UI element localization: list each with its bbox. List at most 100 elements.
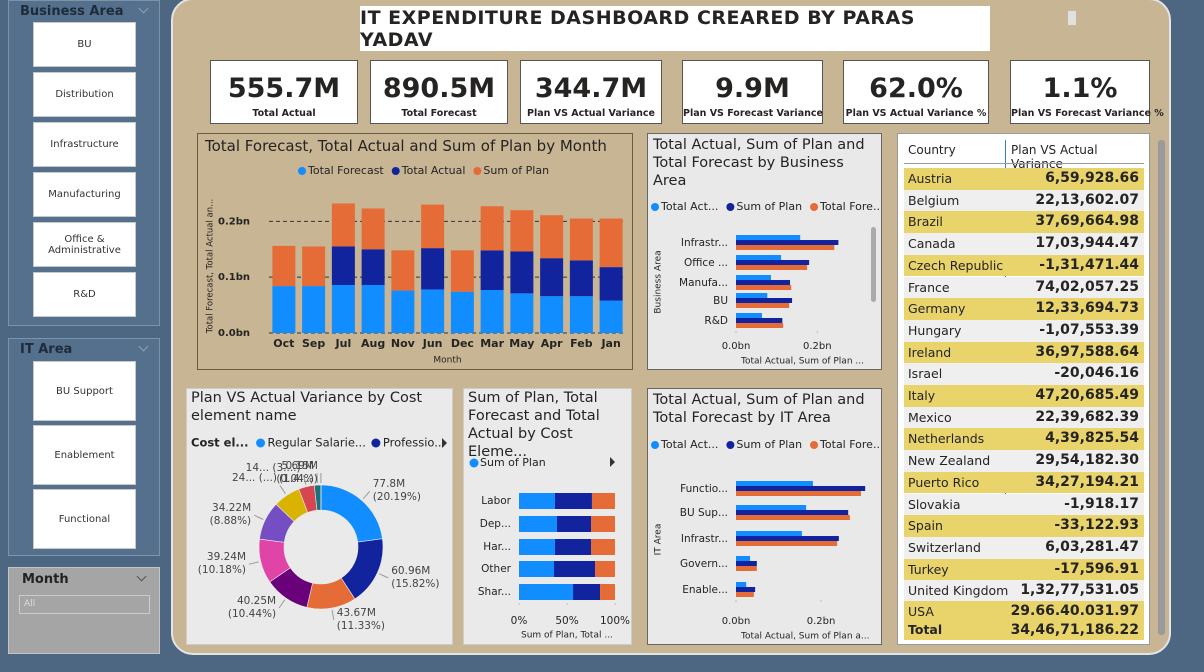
table-row: Belgium 22,13,602.07	[904, 189, 1144, 212]
slicer-item[interactable]: Infrastructure	[33, 122, 136, 167]
title-box: IT EXPENDITURE DASHBOARD CREARED BY PARA…	[360, 6, 990, 51]
x-tick-label: 0.2bn	[807, 616, 836, 627]
slicer-item[interactable]: R&D	[33, 272, 136, 317]
bar	[736, 318, 783, 323]
table-row: New Zealand 29,54,182.30	[904, 450, 1144, 472]
slicer-title: Business Area	[20, 4, 124, 19]
bar	[736, 275, 771, 280]
x-axis-label: Total Actual, Sum of Plan a...	[740, 632, 869, 642]
bar-segment	[599, 267, 623, 301]
chart: Cost el... Regular Salarie... Professio...	[191, 436, 447, 620]
bar	[736, 323, 784, 328]
table-row: USA 29.66.40.031.97	[904, 601, 1144, 621]
bar	[736, 240, 839, 245]
table-row: Mexico 22,39,682.39	[904, 406, 1144, 429]
bar-segment	[595, 561, 615, 577]
chart: Sum of Plan 0% 50% 100% Labor Dep... Har... Oth…	[469, 456, 630, 641]
table-row: Brazil 37,69,664.98	[904, 211, 1144, 234]
leader-line	[278, 599, 286, 609]
country-cell: Slovakia	[908, 496, 961, 512]
leader-line	[248, 561, 259, 565]
kpi-value: 890.5M	[382, 73, 496, 104]
slicer-item[interactable]: Office & Administrative	[33, 222, 136, 267]
x-tick-label: May	[509, 337, 534, 350]
country-cell: Belgium	[908, 192, 960, 208]
country-cell: Mexico	[908, 409, 952, 425]
value-cell: -1,07,553.39	[1039, 321, 1139, 338]
bar	[736, 491, 861, 496]
leader-line	[362, 490, 371, 500]
x-tick-label: 50%	[555, 615, 578, 627]
kpi-label: Plan VS Forecast Variance %	[1011, 108, 1164, 119]
bar	[736, 561, 757, 566]
chart-title: Plan VS Actual Variance by Cost element …	[191, 390, 423, 424]
bar-segment	[591, 493, 615, 509]
table-row: Netherlands 4,39,825.54	[904, 428, 1144, 451]
x-tick-label: Jul	[335, 337, 352, 350]
data-label: 5.69M (1.4...)	[278, 460, 314, 486]
slicer-item[interactable]: Distribution	[33, 72, 136, 117]
leader-line	[253, 514, 264, 520]
slicer-chevron	[138, 341, 149, 352]
kpi-card: 555.7M Total Actual	[210, 60, 358, 124]
data-label: 40.25M (10.44%)	[227, 594, 277, 620]
bar-segment	[450, 291, 474, 333]
legend-label: Total Fore...	[819, 200, 881, 213]
dropdown-value: All	[24, 599, 36, 609]
bar-segment	[519, 539, 555, 555]
bar-segment	[555, 539, 591, 555]
country-cell: Netherlands	[908, 431, 985, 447]
y-tick-label: Govern...	[680, 558, 728, 570]
slicer-item[interactable]: BU	[33, 22, 136, 67]
country-cell: Brazil	[908, 214, 943, 230]
kpi-label: Plan VS Actual Variance %	[845, 108, 987, 119]
bar	[736, 313, 762, 318]
y-tick-label: BU Sup...	[680, 507, 728, 519]
country-cell: Spain	[908, 518, 943, 534]
data-label: 0.15M (0.04%)	[276, 460, 318, 485]
y-axis-label: IT Area	[654, 524, 664, 556]
bar-segment	[569, 218, 593, 261]
value-cell: 22,13,602.07	[1035, 191, 1139, 208]
slicer-item[interactable]: Functional	[33, 489, 136, 549]
month-dropdown[interactable]: All	[19, 595, 150, 614]
legend-label: Total Act...	[660, 200, 718, 213]
x-tick-label: Mar	[480, 337, 504, 350]
y-tick-label: 0.0bn	[218, 328, 250, 339]
country-cell: Israel	[908, 366, 943, 382]
y-axis-label: Business Area	[654, 250, 664, 313]
y-tick-label: Dep...	[480, 518, 511, 530]
bar-segment	[480, 290, 504, 333]
table-row: Italy 47,20,685.49	[904, 385, 1144, 407]
legend-label: Professio...	[383, 436, 445, 450]
country-cell: USA	[908, 604, 934, 619]
bar	[736, 510, 849, 515]
bar-segment	[555, 493, 592, 509]
slicer-item[interactable]: BU Support	[33, 361, 136, 421]
bar	[736, 486, 866, 491]
table-row: Slovakia -1,918.17	[904, 493, 1144, 516]
bar-segment	[519, 493, 555, 509]
x-tick-label: Nov	[391, 337, 416, 350]
slicer-item[interactable]: Enablement	[33, 425, 136, 485]
total-label: Total	[908, 622, 943, 637]
chart-title: Total Actual, Sum of Plan and Total Fore…	[653, 137, 865, 189]
legend-marker	[469, 458, 479, 468]
legend-arrow	[442, 438, 447, 448]
legend-label: Regular Salarie...	[268, 436, 366, 450]
bar	[736, 592, 754, 597]
value-cell: -17,596.91	[1054, 560, 1139, 577]
country-cell: Ireland	[908, 344, 952, 360]
dashboard-title: IT EXPENDITURE DASHBOARD CREARED BY PARA…	[360, 6, 915, 51]
total-value: 34,46,71,186.22	[1010, 622, 1139, 638]
bar-segment	[573, 584, 601, 600]
slicer-item-label: Functional	[58, 513, 111, 525]
bar	[736, 582, 747, 587]
y-tick-label: Manufa...	[679, 277, 728, 289]
kpi-card: 9.9M Plan VS Forecast Variance	[682, 60, 823, 124]
bar-segment	[569, 260, 593, 297]
x-tick-label: Jan	[600, 337, 620, 350]
bar-segment	[510, 251, 534, 294]
slicer-item[interactable]: Manufacturing	[33, 172, 136, 217]
bar	[736, 265, 808, 270]
